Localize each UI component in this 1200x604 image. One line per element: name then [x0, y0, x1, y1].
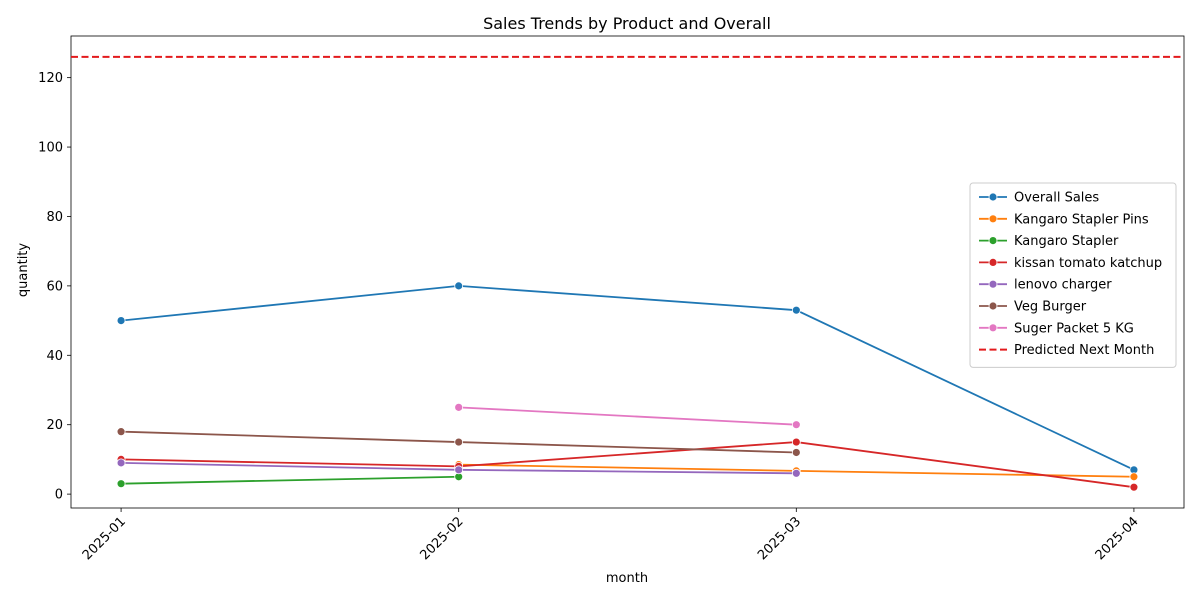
legend-label: Predicted Next Month	[1014, 343, 1154, 358]
data-point	[454, 437, 464, 447]
plot-frame	[70, 35, 1185, 509]
y-tick-label: 120	[38, 71, 63, 86]
legend-label: Kangaro Stapler	[1014, 234, 1119, 249]
chart-title: Sales Trends by Product and Overall	[483, 14, 771, 33]
legend-marker	[988, 192, 998, 202]
y-tick-label: 40	[46, 349, 63, 364]
x-tick-label: 2025-01	[80, 514, 129, 563]
data-point	[791, 468, 801, 478]
y-tick-label: 0	[55, 488, 63, 503]
series-line	[120, 284, 1135, 471]
x-tick-label: 2025-04	[1093, 514, 1142, 563]
legend-box	[969, 182, 1177, 368]
legend-label: Kangaro Stapler Pins	[1014, 212, 1149, 227]
data-point	[791, 305, 801, 315]
plot-area: 0 20 40 60 80 100 120 2025-01 2025-02 2025-03 2025…	[38, 35, 1185, 563]
data-point	[116, 316, 126, 325]
series-line	[121, 441, 1135, 489]
y-tick-label: 60	[46, 279, 63, 294]
data-point	[116, 458, 126, 468]
y-tick-label: 20	[46, 418, 63, 433]
series-line	[458, 406, 797, 426]
y-tick-label: 100	[38, 141, 63, 156]
data-point	[1129, 472, 1139, 482]
legend-marker	[988, 301, 998, 311]
legend-marker	[988, 214, 998, 224]
x-axis-label: month	[606, 571, 648, 586]
data-point	[791, 448, 801, 457]
legend-label: lenovo charger	[1014, 278, 1112, 293]
data-point	[454, 281, 464, 291]
data-point	[791, 420, 801, 430]
y-tick-label: 80	[46, 210, 63, 225]
legend-label: Suger Packet 5 KG	[1014, 321, 1134, 336]
data-point	[116, 479, 126, 489]
data-point	[1129, 482, 1139, 492]
legend-label: Veg Burger	[1014, 300, 1087, 315]
y-axis-label: quantity	[16, 243, 31, 298]
data-point	[454, 465, 464, 475]
legend-marker	[988, 279, 998, 289]
data-point	[116, 427, 126, 437]
legend-marker	[988, 323, 998, 333]
series-line	[121, 475, 459, 485]
x-tick-label: 2025-02	[418, 514, 467, 563]
data-point	[791, 437, 801, 447]
legend-label: Overall Sales	[1014, 191, 1099, 206]
legend-label: kissan tomato katchup	[1014, 256, 1162, 271]
legend-marker	[988, 257, 998, 267]
legend-marker	[988, 236, 998, 246]
data-point	[454, 402, 464, 412]
x-tick-label: 2025-03	[755, 514, 804, 563]
